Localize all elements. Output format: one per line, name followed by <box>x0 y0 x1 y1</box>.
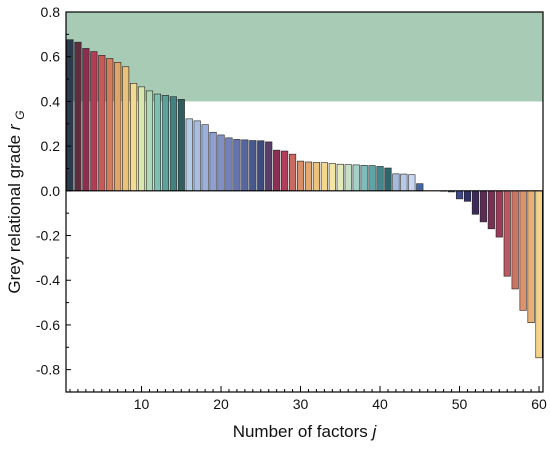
bar <box>304 161 313 192</box>
bar <box>193 120 201 192</box>
bar <box>289 153 297 192</box>
bar <box>511 190 519 290</box>
bar <box>106 58 114 192</box>
bar <box>114 61 122 192</box>
bar <box>130 83 138 192</box>
bar <box>209 131 217 192</box>
bar <box>376 166 384 192</box>
y-tick-label: 0.6 <box>41 49 61 65</box>
bar <box>416 183 424 192</box>
x-tick-label: 50 <box>452 396 468 412</box>
x-tick-label: 60 <box>531 396 547 412</box>
bar <box>217 134 225 192</box>
bar <box>408 174 416 192</box>
bar <box>503 190 511 277</box>
y-tick-label: 0.8 <box>41 4 61 20</box>
bar <box>273 149 281 192</box>
bar <box>312 162 320 192</box>
highlight-band <box>66 12 543 102</box>
bar <box>368 165 376 192</box>
bar <box>145 90 154 192</box>
bar <box>320 162 328 192</box>
bar <box>455 190 464 200</box>
bar <box>153 93 161 192</box>
bar <box>74 41 82 192</box>
bar <box>98 55 106 192</box>
bar <box>527 190 535 324</box>
bar <box>241 139 249 192</box>
bar <box>281 150 289 192</box>
bar <box>336 163 344 192</box>
bar <box>487 190 495 230</box>
bar <box>352 164 360 192</box>
bar <box>384 167 392 192</box>
y-tick-label: 0.4 <box>41 93 61 109</box>
y-tick-label: 0.0 <box>41 183 61 199</box>
bar <box>82 48 90 192</box>
bar <box>296 160 305 192</box>
bar <box>479 190 487 223</box>
plot-frame <box>65 11 544 393</box>
bar <box>137 86 146 192</box>
bar <box>90 51 98 192</box>
bar <box>392 173 400 192</box>
y-axis-label: Grey relational grade r G <box>5 110 27 293</box>
x-tick-label: 20 <box>213 396 229 412</box>
bar <box>471 190 479 215</box>
bar <box>122 66 130 192</box>
bar <box>177 99 185 192</box>
bar <box>519 190 527 311</box>
y-tick-label: 0.2 <box>41 138 61 154</box>
bar <box>169 96 177 192</box>
y-tick-label: -0.2 <box>36 228 60 244</box>
bar <box>495 190 503 238</box>
bar <box>185 118 193 192</box>
x-tick-label: 10 <box>134 396 150 412</box>
bar <box>463 190 472 202</box>
bar <box>265 141 273 192</box>
bar <box>225 137 233 192</box>
y-tick-label: -0.8 <box>36 362 60 378</box>
x-tick-label: 30 <box>293 396 309 412</box>
bar <box>249 140 257 192</box>
bar <box>233 139 241 192</box>
bar <box>328 163 336 192</box>
y-tick-label: -0.6 <box>36 317 60 333</box>
x-axis-label: Number of factors j <box>233 422 378 441</box>
bar <box>257 140 265 192</box>
bar <box>360 165 368 192</box>
bar <box>161 95 169 192</box>
x-tick-label: 40 <box>372 396 388 412</box>
bar <box>344 164 352 192</box>
bar <box>535 190 543 359</box>
bar <box>201 124 209 192</box>
y-tick-label: -0.4 <box>36 272 60 288</box>
bar <box>400 173 408 192</box>
